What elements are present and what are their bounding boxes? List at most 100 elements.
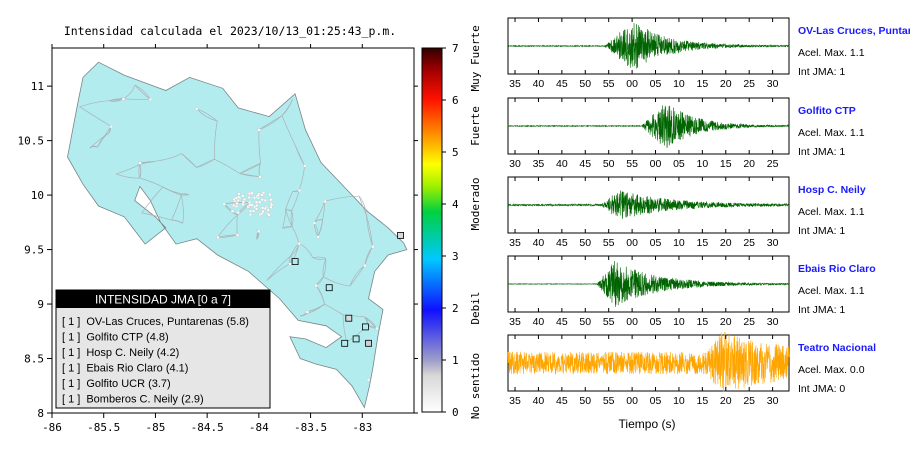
waveform-trace bbox=[507, 105, 790, 148]
map-x-tick-label: -85 bbox=[145, 421, 165, 434]
town-marker bbox=[269, 205, 273, 209]
town-marker bbox=[241, 194, 245, 198]
road-segment bbox=[115, 173, 140, 179]
town-marker bbox=[375, 327, 379, 330]
town-marker bbox=[252, 209, 256, 213]
road-segment bbox=[322, 258, 327, 277]
int-jma-label: Int JMA: 1 bbox=[798, 146, 845, 158]
waveform-tick-label: 35 bbox=[509, 78, 521, 90]
accel-max-label: Acel. Max. 1.1 bbox=[798, 285, 865, 297]
town-marker bbox=[236, 199, 240, 203]
road-segment bbox=[258, 163, 261, 177]
waveform-trace bbox=[507, 190, 790, 219]
town-marker bbox=[253, 196, 257, 200]
waveform-tick-label: 20 bbox=[743, 158, 755, 170]
legend-item: [ 1 ] Golfito UCR (3.7) bbox=[62, 378, 171, 390]
town-marker bbox=[248, 203, 252, 207]
road-segment bbox=[266, 255, 292, 281]
waveform-tick-label: 15 bbox=[697, 237, 709, 249]
legend-item: [ 1 ] Hosp C. Neily (4.2) bbox=[62, 347, 179, 359]
town-marker bbox=[268, 193, 272, 197]
road-segment bbox=[312, 257, 326, 260]
waveform-tick-label: 30 bbox=[767, 78, 779, 90]
legend-title: INTENSIDAD JMA [0 a 7] bbox=[95, 293, 231, 307]
road-segment bbox=[324, 303, 344, 315]
town-marker bbox=[148, 97, 152, 101]
waveform-tick-label: 05 bbox=[650, 316, 662, 328]
colorbar-tick-label: 3 bbox=[452, 250, 459, 263]
road-segment bbox=[196, 108, 218, 122]
road-segment bbox=[239, 162, 261, 174]
road-segment bbox=[134, 84, 151, 100]
waveform-trace bbox=[507, 23, 790, 69]
map-title: Intensidad calculada el 2023/10/13_01:25… bbox=[64, 24, 396, 38]
road-segment bbox=[312, 256, 326, 259]
town-marker bbox=[237, 192, 241, 196]
accel-max-label: Acel. Max. 1.1 bbox=[798, 127, 865, 139]
map-y-tick-label: 11 bbox=[31, 80, 44, 93]
town-marker bbox=[216, 236, 220, 240]
road-segment bbox=[290, 210, 293, 227]
waveform-tick-label: 00 bbox=[650, 158, 662, 170]
town-marker bbox=[250, 191, 254, 195]
road-segment bbox=[349, 265, 365, 287]
town-marker bbox=[257, 229, 261, 233]
town-marker bbox=[371, 245, 375, 249]
road-segment bbox=[123, 98, 151, 100]
waveform-tick-label: 40 bbox=[533, 395, 545, 407]
waveform-tick-label: 40 bbox=[533, 316, 545, 328]
town-marker bbox=[241, 202, 245, 206]
town-marker bbox=[261, 209, 265, 213]
station-marker bbox=[341, 339, 349, 347]
waveform-tick-label: 50 bbox=[579, 395, 591, 407]
waveform-tick-label: 40 bbox=[533, 78, 545, 90]
town-marker bbox=[109, 125, 113, 129]
legend-item-code: [ 1 ] bbox=[62, 394, 80, 406]
town-marker bbox=[195, 107, 199, 111]
legend-item: [ 1 ] Ebais Rio Claro (4.1) bbox=[62, 363, 188, 375]
town-marker bbox=[256, 193, 260, 197]
station-name-label: Ebais Rio Claro bbox=[798, 263, 876, 275]
legend-item-label: Golfito CTP (4.8) bbox=[86, 332, 168, 344]
waveform-tick-label: 55 bbox=[603, 78, 615, 90]
town-marker bbox=[305, 310, 309, 314]
town-marker bbox=[121, 97, 125, 101]
road-segment bbox=[342, 314, 365, 318]
int-jma-label: Int JMA: 1 bbox=[798, 304, 845, 316]
road-segment bbox=[266, 263, 291, 281]
accel-max-label: Acel. Max. 1.1 bbox=[798, 47, 865, 59]
map-y-axis: 8 8.5 9 9.5 10 10.5 11 bbox=[18, 80, 418, 420]
road-segment bbox=[217, 214, 238, 238]
waveform-tick-label: 15 bbox=[697, 316, 709, 328]
road-segment bbox=[258, 115, 283, 131]
int-jma-label: Int JMA: 1 bbox=[798, 66, 845, 78]
waveform-panels: 35 40 45 50 55 00 05 10 15 20 25 30 OV-Las Cruces, P… bbox=[507, 17, 910, 407]
town-marker bbox=[257, 128, 261, 132]
colorbar-tick-label: 1 bbox=[452, 354, 459, 367]
town-marker bbox=[230, 209, 234, 213]
station-name-label: Hosp C. Neily bbox=[798, 184, 866, 196]
road-segment bbox=[162, 186, 182, 196]
road-segment bbox=[281, 98, 293, 116]
waveform-tick-label: 50 bbox=[579, 316, 591, 328]
colorbar-tick-label: 4 bbox=[452, 198, 459, 211]
int-jma-label: Int JMA: 0 bbox=[798, 383, 845, 395]
road-segment bbox=[134, 84, 151, 100]
colorbar-tick-label: 5 bbox=[452, 146, 459, 159]
waveform-tick-label: 20 bbox=[720, 237, 732, 249]
waveform-tick-label: 10 bbox=[673, 395, 685, 407]
waveform-tick-label: 35 bbox=[509, 316, 521, 328]
waveform-tick-label: 30 bbox=[509, 158, 521, 170]
waveform-trace bbox=[507, 332, 790, 392]
town-marker bbox=[270, 203, 274, 207]
map-y-tick-label: 8 bbox=[37, 407, 44, 420]
legend-item-label: Bomberos C. Neily (2.9) bbox=[86, 394, 203, 406]
legend-item-code: [ 1 ] bbox=[62, 332, 80, 344]
road-segment bbox=[79, 106, 112, 127]
waveform-tick-label: 25 bbox=[743, 316, 755, 328]
legend-item: [ 1 ] OV-Las Cruces, Puntarenas (5.8) bbox=[62, 316, 249, 328]
road-segment bbox=[323, 276, 350, 287]
town-marker bbox=[235, 201, 239, 205]
colorbar-category-label: Fuerte bbox=[469, 106, 482, 146]
waveform-tick-label: 25 bbox=[743, 395, 755, 407]
